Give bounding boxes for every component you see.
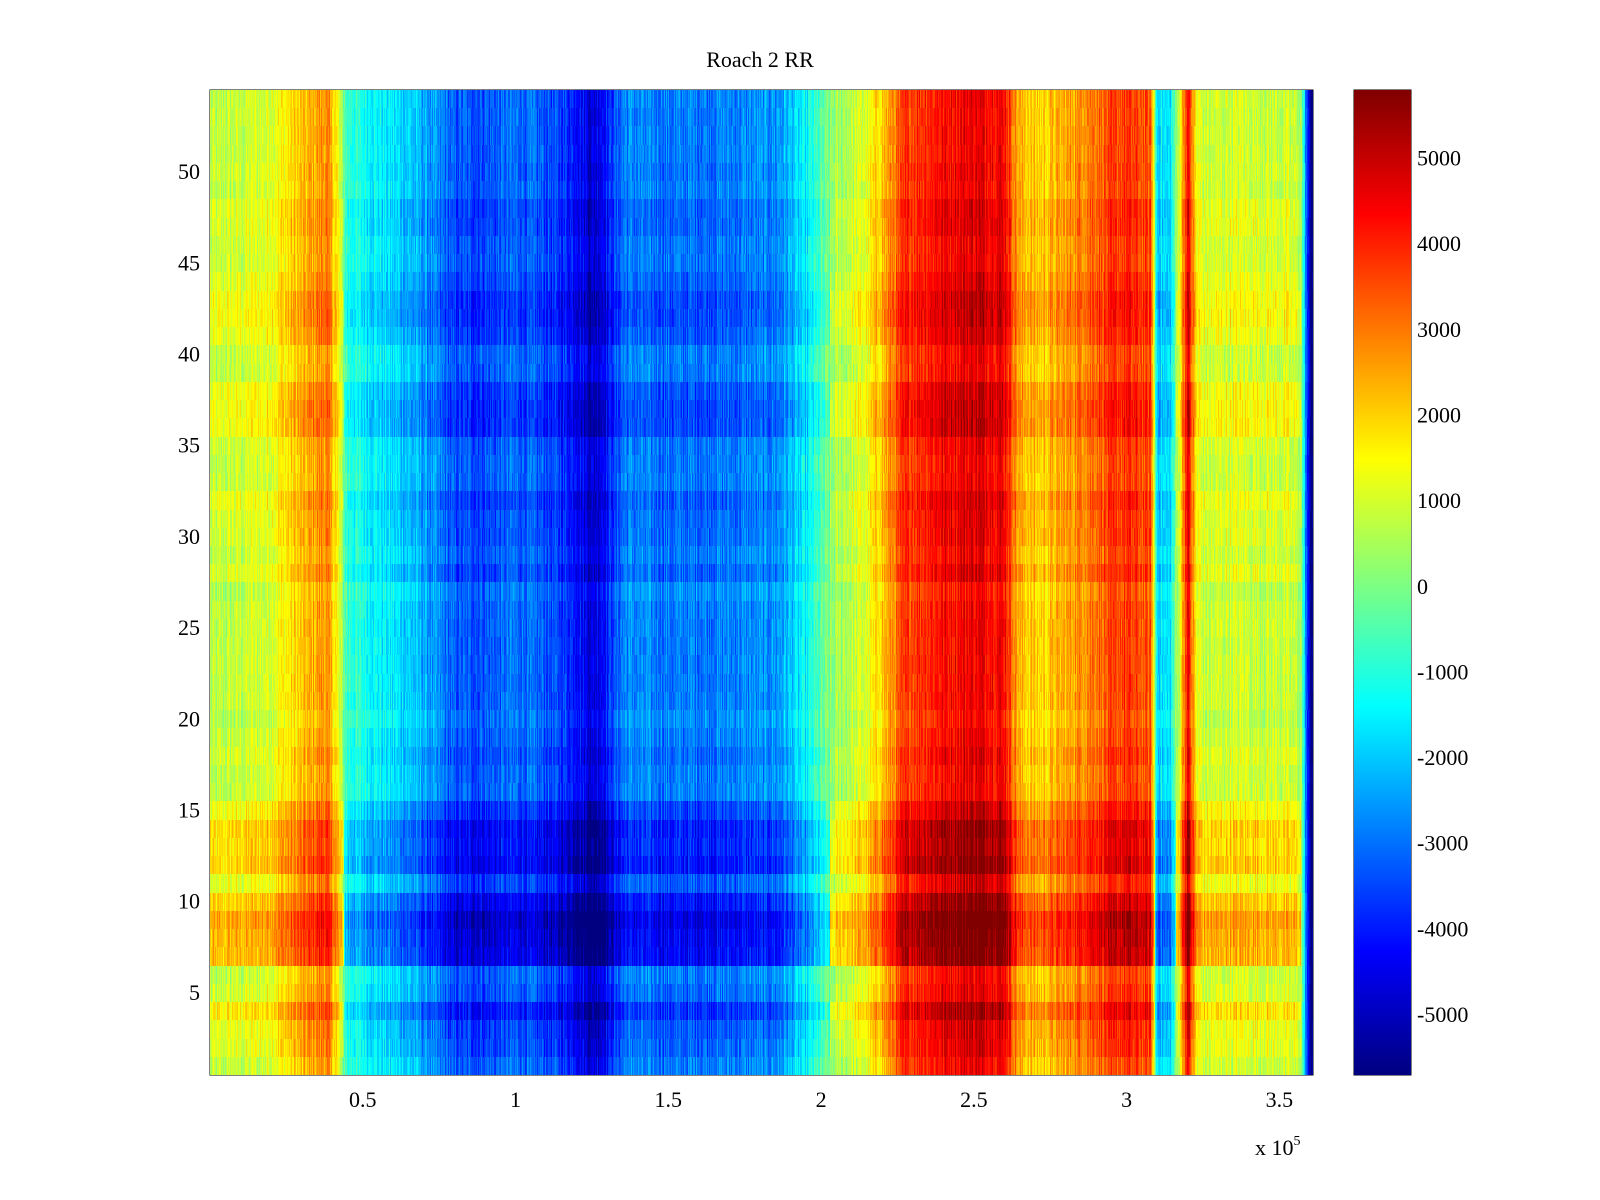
- y-tick-label: 50: [178, 159, 200, 184]
- colorbar-tick-label: 4000: [1417, 231, 1461, 256]
- y-tick-label: 35: [178, 433, 200, 458]
- chart-title: Roach 2 RR: [706, 47, 814, 72]
- y-tick-label: 20: [178, 706, 200, 731]
- x-tick-label: 3: [1121, 1087, 1132, 1112]
- y-tick-label: 25: [178, 615, 200, 640]
- colorbar-tick-label: 0: [1417, 574, 1428, 599]
- heatmap-cells: [210, 90, 1313, 1075]
- colorbar-tick-label: 3000: [1417, 317, 1461, 342]
- x-tick-label: 2.5: [960, 1087, 988, 1112]
- x-tick-label: 1.5: [655, 1087, 683, 1112]
- x-exponent-label: x 105: [1255, 1134, 1301, 1160]
- y-tick-label: 15: [178, 798, 200, 823]
- y-tick-label: 5: [189, 980, 200, 1005]
- colorbar-tick-label: -1000: [1417, 659, 1468, 684]
- y-axis: 5 10 15 20 25 30 35 40 45 50: [178, 159, 1313, 1005]
- colorbar-tick-label: -4000: [1417, 916, 1468, 941]
- colorbar-gradient: [1354, 90, 1411, 1075]
- colorbar-tick-label: -5000: [1417, 1002, 1468, 1027]
- x-tick-label: 0.5: [349, 1087, 377, 1112]
- y-tick-label: 40: [178, 341, 200, 366]
- colorbar-tick-label: 5000: [1417, 146, 1461, 171]
- y-tick-label: 45: [178, 250, 200, 275]
- y-tick-label: 30: [178, 524, 200, 549]
- colorbar-tick-label: 2000: [1417, 402, 1461, 427]
- x-tick-label: 1: [510, 1087, 521, 1112]
- colorbar-axis: 5000 4000 3000 2000 1000 0 -1000 -2000 -3000 -400…: [1354, 146, 1468, 1027]
- colorbar-tick-label: -3000: [1417, 831, 1468, 856]
- colorbar-tick-label: -2000: [1417, 745, 1468, 770]
- colorbar-tick-label: 1000: [1417, 488, 1461, 513]
- y-tick-label: 10: [178, 889, 200, 914]
- x-tick-label: 2: [816, 1087, 827, 1112]
- x-tick-label: 3.5: [1266, 1087, 1294, 1112]
